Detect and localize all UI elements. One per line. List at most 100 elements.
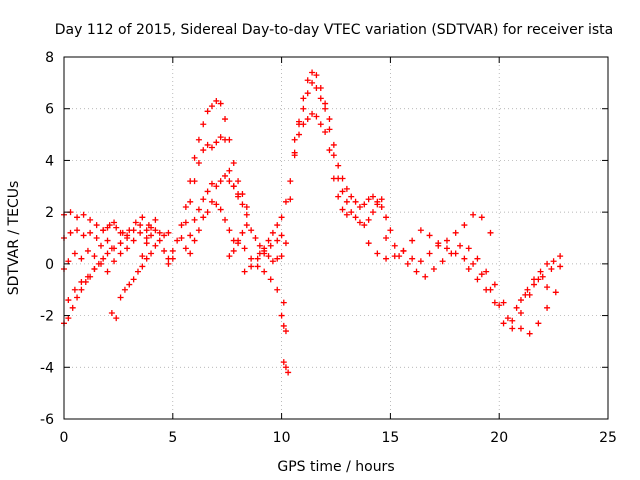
data-point	[208, 198, 215, 205]
data-point	[256, 242, 263, 249]
data-point	[348, 193, 355, 200]
data-point	[274, 237, 281, 244]
data-point	[195, 160, 202, 167]
data-point	[348, 209, 355, 216]
data-point	[191, 216, 198, 223]
data-point	[67, 229, 74, 236]
data-point	[430, 266, 437, 273]
data-point	[500, 299, 507, 306]
data-point	[352, 198, 359, 205]
data-point	[465, 266, 472, 273]
series-arc24	[517, 258, 564, 304]
data-point	[87, 216, 94, 223]
data-point	[548, 266, 555, 273]
data-point	[108, 309, 115, 316]
data-point	[282, 364, 289, 371]
data-point	[248, 263, 255, 270]
data-point	[335, 193, 342, 200]
series-arc15	[256, 69, 385, 257]
data-point	[74, 294, 81, 301]
data-point	[165, 255, 172, 262]
series-arc21	[383, 211, 494, 265]
data-point	[517, 297, 524, 304]
data-point	[195, 206, 202, 213]
data-point	[269, 229, 276, 236]
data-point	[544, 284, 551, 291]
data-point	[235, 178, 242, 185]
series-arc7	[117, 229, 172, 301]
data-point	[178, 222, 185, 229]
y-axis-label: SDTVAR / TECUs	[6, 181, 22, 296]
data-point	[483, 268, 490, 275]
data-point	[65, 258, 72, 265]
data-point	[91, 253, 98, 260]
data-point	[383, 235, 390, 241]
data-point	[309, 110, 316, 117]
data-point	[535, 320, 542, 327]
data-point	[478, 271, 485, 278]
data-point	[117, 250, 124, 257]
data-point	[243, 203, 250, 210]
data-point	[280, 322, 287, 329]
x-axis-label: GPS time / hours	[277, 459, 394, 475]
data-point	[93, 235, 100, 241]
data-point	[550, 258, 557, 265]
data-point	[265, 253, 272, 260]
data-point	[148, 232, 155, 239]
data-point	[339, 175, 346, 182]
data-point	[313, 113, 320, 120]
data-point	[465, 245, 472, 252]
data-point	[124, 232, 131, 239]
y-tick-label: 2	[45, 205, 54, 221]
data-point	[309, 69, 316, 76]
data-point	[313, 72, 320, 79]
tick-labels: 0 5 10 15 20 25 -6 -4 -2 0 2 4 6 8	[40, 50, 617, 446]
chart-title: Day 112 of 2015, Sidereal Day-to-day VTE…	[55, 22, 613, 38]
data-point	[285, 369, 292, 376]
data-point	[132, 219, 139, 226]
data-point	[139, 263, 146, 270]
data-point	[339, 188, 346, 195]
x-tick-label: 0	[60, 430, 69, 446]
series-arc20	[365, 227, 564, 322]
data-point	[544, 304, 551, 311]
y-tick-label: -2	[40, 309, 54, 325]
data-point	[241, 268, 248, 275]
data-point	[443, 237, 450, 244]
data-point	[552, 289, 559, 296]
series-arc12	[187, 198, 237, 257]
data-point	[487, 229, 494, 236]
data-point	[304, 77, 311, 84]
data-point	[361, 201, 368, 208]
data-point	[84, 247, 91, 254]
data-point	[470, 260, 477, 267]
data-point	[139, 214, 146, 221]
data-point	[491, 281, 498, 288]
data-point	[274, 222, 281, 229]
data-point	[126, 227, 133, 234]
data-point	[261, 250, 268, 257]
data-point	[544, 260, 551, 267]
data-point	[137, 229, 144, 236]
data-point	[365, 196, 372, 203]
data-point	[222, 136, 229, 143]
data-point	[383, 255, 390, 262]
data-point	[226, 178, 233, 185]
data-point	[326, 147, 333, 154]
data-point	[296, 121, 303, 128]
data-point	[365, 240, 372, 247]
series-arc6	[108, 309, 120, 322]
data-point	[204, 108, 211, 115]
data-point	[119, 229, 126, 236]
data-point	[217, 134, 224, 141]
data-point	[117, 240, 124, 247]
data-point	[513, 304, 520, 311]
data-point	[104, 268, 111, 275]
data-point	[317, 121, 324, 128]
data-point	[71, 250, 78, 257]
data-point	[161, 232, 168, 239]
data-point	[137, 222, 144, 229]
data-point	[322, 100, 329, 107]
data-point	[217, 206, 224, 213]
data-point	[84, 273, 91, 280]
